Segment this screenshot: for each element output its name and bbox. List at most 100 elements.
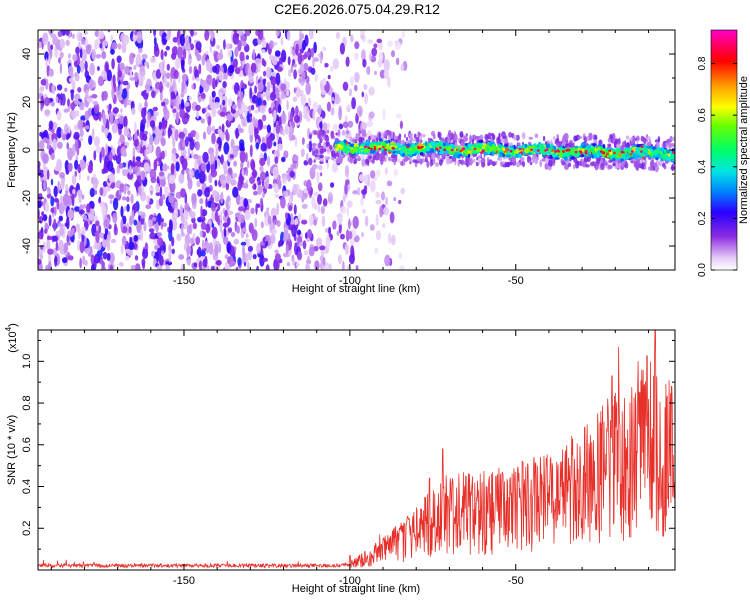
heatmap-cell — [72, 33, 75, 39]
heatmap-cell — [289, 111, 294, 124]
heatmap-cell — [110, 48, 115, 55]
heatmap-cell — [324, 156, 328, 160]
heatmap-cell — [133, 139, 139, 147]
heatmap-cell — [297, 213, 302, 220]
heatmap-cell — [170, 91, 176, 101]
heatmap-cell — [238, 175, 245, 182]
heatmap-cell — [112, 212, 118, 224]
heatmap-cell — [85, 89, 89, 101]
heatmap-cell — [616, 138, 620, 145]
heatmap-cell — [234, 46, 239, 58]
heatmap-cell — [73, 131, 80, 140]
heatmap-cell — [390, 133, 394, 139]
heatmap-cell — [505, 154, 511, 158]
heatmap-cell — [176, 233, 182, 242]
heatmap-cell — [391, 153, 395, 159]
heatmap-cell — [134, 181, 139, 188]
heatmap-cell — [313, 41, 317, 54]
heatmap-cell — [129, 52, 134, 65]
heatmap-cell — [281, 49, 287, 63]
heatmap-cell — [271, 229, 277, 235]
heatmap-cell — [174, 129, 179, 142]
heatmap-cell — [251, 229, 258, 242]
heatmap-cell — [207, 116, 212, 121]
heatmap-cell — [266, 124, 271, 133]
heatmap-cell — [477, 147, 480, 153]
heatmap-cell — [203, 131, 207, 140]
heatmap-cell — [283, 190, 289, 198]
heatmap-cell — [142, 117, 147, 125]
heatmap-cell — [74, 93, 81, 101]
heatmap-cell — [407, 150, 412, 154]
heatmap-cell — [520, 156, 524, 163]
heatmap-cell — [356, 187, 361, 196]
heatmap-cell — [185, 245, 192, 255]
heatmap-cell — [583, 136, 587, 144]
heatmap-cell — [173, 69, 179, 80]
heatmap-cell — [149, 120, 156, 128]
heatmap-cell — [251, 94, 258, 104]
heatmap-cell — [337, 143, 341, 148]
heatmap-cell — [204, 240, 209, 249]
heatmap-cell — [129, 236, 133, 243]
heatmap-cell — [146, 148, 150, 154]
heatmap-cell — [344, 244, 350, 255]
heatmap-cell — [242, 244, 245, 257]
heatmap-cell — [324, 62, 329, 68]
heatmap-cell — [449, 155, 453, 159]
heatmap-cell — [77, 87, 82, 93]
heatmap-cell — [441, 152, 445, 160]
heatmap-cell — [484, 133, 489, 141]
heatmap-cell — [341, 130, 346, 136]
heatmap-cell — [645, 136, 651, 141]
heatmap-cell — [104, 219, 109, 227]
heatmap-cell — [223, 141, 230, 155]
heatmap-cell — [223, 227, 227, 240]
heatmap-cell — [67, 125, 71, 134]
heatmap-cell — [195, 132, 200, 141]
heatmap-cell — [200, 267, 207, 270]
heatmap-cell — [122, 168, 127, 177]
heatmap-cell — [124, 141, 129, 146]
heatmap-cell — [195, 104, 201, 111]
heatmap-cell — [64, 87, 68, 93]
heatmap-cell — [308, 157, 313, 166]
heatmap-signal-band — [308, 128, 675, 173]
heatmap-cell — [409, 161, 412, 165]
heatmap-cell — [384, 254, 391, 267]
heatmap-cell — [393, 135, 398, 140]
heatmap-cell — [362, 58, 367, 68]
heatmap-cell — [211, 226, 218, 239]
heatmap-cell — [301, 90, 304, 95]
heatmap-cell — [498, 132, 501, 138]
heatmap-cell — [583, 157, 589, 162]
heatmap-cell — [313, 159, 316, 163]
heatmap-cell — [450, 132, 454, 140]
heatmap-cell — [241, 82, 245, 88]
heatmap-cell — [373, 43, 378, 49]
heatmap-cell — [108, 194, 115, 199]
heatmap-cell — [47, 248, 54, 255]
heatmap-cell — [48, 120, 54, 130]
heatmap-cell — [416, 154, 421, 162]
heatmap-cell — [644, 158, 647, 167]
heatmap-cell — [50, 44, 54, 50]
heatmap-cell — [106, 69, 113, 82]
heatmap-cell — [149, 134, 154, 145]
heatmap-cell — [214, 210, 219, 223]
heatmap-cell — [210, 265, 215, 270]
heatmap-cell — [290, 63, 294, 74]
heatmap-cell — [292, 154, 299, 162]
heatmap-cell — [285, 123, 289, 135]
heatmap-cell — [240, 101, 246, 113]
heatmap-cell — [556, 142, 559, 148]
heatmap-cell — [289, 125, 294, 137]
heatmap-cell — [171, 248, 175, 255]
heatmap-cell — [206, 265, 209, 270]
heatmap-cell — [382, 108, 386, 121]
heatmap-cell — [164, 50, 168, 57]
heatmap-cell — [100, 146, 105, 158]
heatmap-cell — [211, 77, 217, 90]
heatmap-cell — [322, 198, 328, 207]
heatmap-cell — [338, 123, 344, 130]
